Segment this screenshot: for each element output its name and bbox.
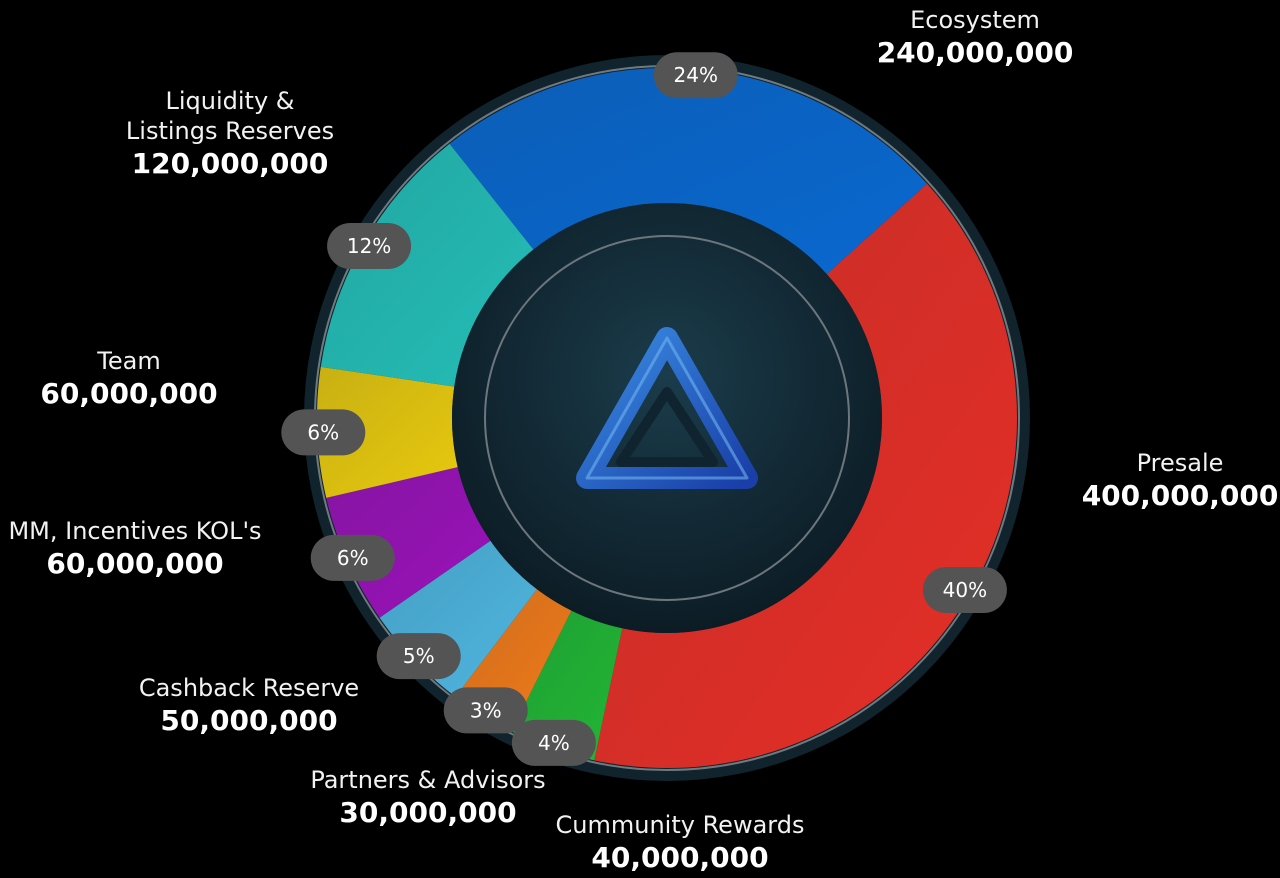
segment-name: Cummunity Rewards: [555, 811, 805, 839]
percent-label: 12%: [347, 234, 391, 258]
segment-label: Cashback Reserve 50,000,000: [139, 673, 359, 738]
segment-name: Team: [97, 347, 161, 375]
segment-presale: [594, 183, 1017, 768]
percent-badge-bg: [511, 719, 596, 766]
percent-label: 40%: [943, 578, 987, 602]
segment-value: 240,000,000: [876, 36, 1074, 69]
segment-label: Team 60,000,000: [40, 346, 217, 411]
percent-badge-bg: [443, 687, 528, 734]
percent-badge-bg: [327, 223, 412, 269]
percent-badge-bg: [653, 52, 738, 99]
segment-value: 30,000,000: [339, 796, 517, 829]
triangle-logo-icon: [576, 327, 758, 489]
percent-badge: 5%: [376, 633, 461, 680]
percent-badges: 40% 4% 3% 5% 6% 6% 12% 24%: [281, 52, 1007, 766]
percent-badge: 24%: [653, 52, 738, 99]
percent-label: 24%: [674, 63, 718, 87]
percent-badge: 3%: [443, 687, 528, 734]
percent-badge-bg: [922, 567, 1007, 613]
segment-name: Cashback Reserve: [138, 674, 360, 702]
segment-ecosystem: [449, 68, 928, 275]
segment-value: 40,000,000: [591, 841, 769, 874]
percent-badge-bg: [310, 534, 395, 581]
segment-label: MM, Incentives KOL's 60,000,000: [8, 516, 261, 581]
percent-badge: 40%: [922, 567, 1007, 613]
percent-label: 6%: [337, 546, 369, 570]
segment-label: Cummunity Rewards 40,000,000: [556, 810, 805, 875]
segment-value: 120,000,000: [131, 147, 329, 180]
percent-badge: 6%: [310, 534, 395, 581]
donut-segments: [317, 68, 1017, 768]
percent-label: 6%: [307, 420, 339, 444]
segment-liquidity-listings-reserves: [320, 143, 534, 387]
segment-name: Ecosystem: [910, 6, 1040, 34]
percent-badge: 4%: [511, 719, 596, 766]
center-disc: [452, 203, 882, 633]
segment-label: Presale 400,000,000: [1082, 448, 1279, 513]
center-disc-ring: [484, 235, 850, 601]
percent-label: 4%: [538, 731, 570, 755]
percent-badge: 6%: [281, 409, 366, 456]
segment-name: Liquidity &: [165, 87, 295, 115]
segment-value: 60,000,000: [40, 377, 218, 410]
segment-label: Liquidity & Listings Reserves 120,000,000: [126, 86, 334, 181]
segment-name: Listings Reserves: [125, 117, 335, 145]
percent-label: 3%: [470, 698, 502, 722]
percent-badge: 12%: [327, 223, 412, 269]
segment-name: MM, Incentives KOL's: [8, 517, 262, 545]
percent-badge-bg: [281, 409, 366, 456]
segment-value: 60,000,000: [46, 547, 224, 580]
segment-name: Presale: [1136, 449, 1224, 477]
segment-team: [317, 366, 458, 498]
segment-value: 400,000,000: [1081, 479, 1279, 512]
segment-label: Partners & Advisors 30,000,000: [310, 765, 545, 830]
segment-value: 50,000,000: [160, 704, 338, 737]
percent-label: 5%: [403, 644, 435, 668]
segment-name: Partners & Advisors: [310, 766, 546, 794]
segment-label: Ecosystem 240,000,000: [877, 5, 1074, 70]
percent-badge-bg: [376, 633, 461, 680]
